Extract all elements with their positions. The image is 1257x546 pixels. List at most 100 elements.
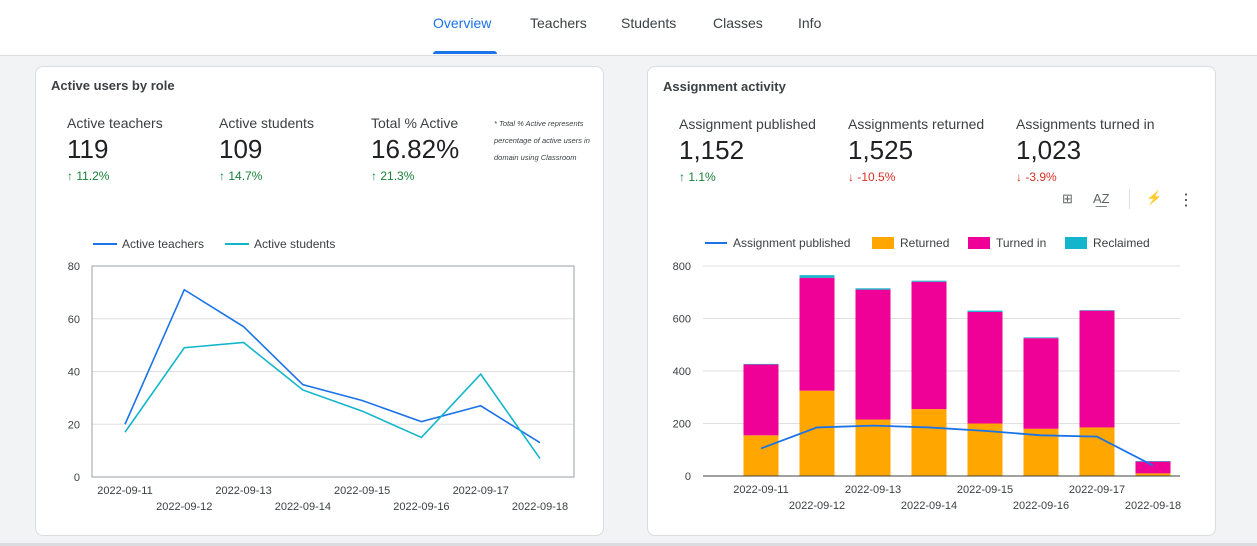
metric-value-turned-in: 1,023 xyxy=(1016,135,1082,165)
x-tick-label: 2022-09-13 xyxy=(215,485,271,497)
tab-students[interactable]: Students xyxy=(621,15,677,31)
y-tick-label: 200 xyxy=(673,419,691,431)
x-tick-label: 2022-09-17 xyxy=(453,485,509,497)
y-tick-label: 20 xyxy=(68,419,80,431)
x-tick-label: 2022-09-18 xyxy=(512,501,568,513)
tab-info[interactable]: Info xyxy=(798,15,822,31)
bar-turned-in xyxy=(1135,461,1171,474)
x-tick-label: 2022-09-14 xyxy=(901,500,957,512)
bar-reclaimed xyxy=(855,288,891,290)
bar-turned-in xyxy=(1079,310,1115,428)
metric-label-total-active: Total % Active xyxy=(371,115,459,131)
x-tick-label: 2022-09-12 xyxy=(156,501,212,513)
x-tick-label: 2022-09-13 xyxy=(845,484,901,496)
x-tick-label: 2022-09-11 xyxy=(97,485,152,497)
metric-label-published: Assignment published xyxy=(679,116,816,132)
y-tick-label: 600 xyxy=(673,314,691,326)
metric-label-teachers: Active teachers xyxy=(67,115,163,131)
arrow-up-icon: ↑ xyxy=(371,169,381,183)
metric-label-returned: Assignments returned xyxy=(848,116,985,132)
series-line-students xyxy=(124,341,541,459)
bar-reclaimed xyxy=(967,310,1003,312)
toolbar-divider xyxy=(1129,189,1130,209)
chart-insights-icon[interactable]: ⊞ xyxy=(1062,191,1073,206)
x-tick-label: 2022-09-17 xyxy=(1069,484,1125,496)
plot-frame xyxy=(91,265,575,478)
legend-label: Active teachers xyxy=(122,237,204,251)
metric-value-students: 109 xyxy=(219,134,263,164)
metric-delta-returned: ↓ -10.5% xyxy=(848,170,896,184)
legend-label: Assignment published xyxy=(733,236,850,250)
bar-returned xyxy=(1079,427,1115,476)
y-tick-label: 40 xyxy=(68,367,80,379)
bar-reclaimed xyxy=(799,275,835,278)
metric-delta-total-active: ↑ 21.3% xyxy=(371,169,415,183)
top-nav: Overview Teachers Students Classes Info xyxy=(0,0,1257,56)
metric-delta-teachers: ↑ 11.2% xyxy=(67,169,110,183)
lightning-icon[interactable]: ⚡ xyxy=(1146,190,1163,205)
page-bottom-divider xyxy=(0,543,1257,546)
x-tick-label: 2022-09-18 xyxy=(1125,500,1181,512)
arrow-down-icon: ↓ xyxy=(848,170,858,184)
bar-reclaimed xyxy=(1079,310,1115,311)
metric-delta-published: ↑ 1.1% xyxy=(679,170,716,184)
x-tick-label: 2022-09-12 xyxy=(789,500,845,512)
x-tick-label: 2022-09-15 xyxy=(957,484,1013,496)
metric-value-total-active: 16.82% xyxy=(371,134,460,164)
arrow-up-icon: ↑ xyxy=(67,169,77,183)
arrow-up-icon: ↑ xyxy=(219,169,229,183)
bar-returned xyxy=(799,390,835,476)
legend-swatch xyxy=(872,237,894,249)
card-title: Active users by role xyxy=(51,78,175,93)
tab-teachers[interactable]: Teachers xyxy=(530,15,587,31)
active-tab-indicator xyxy=(433,51,497,54)
y-tick-label: 80 xyxy=(68,261,80,273)
legend-swatch xyxy=(968,237,990,249)
total-active-note: * Total % Active represents percentage o… xyxy=(494,119,590,162)
series-line-teachers xyxy=(124,288,541,444)
x-tick-label: 2022-09-11 xyxy=(733,484,788,496)
y-tick-label: 60 xyxy=(68,314,80,326)
bar-turned-in xyxy=(967,311,1003,424)
bar-reclaimed xyxy=(1023,337,1059,339)
more-vert-icon[interactable]: ⋮ xyxy=(1178,192,1194,209)
arrow-up-icon: ↑ xyxy=(679,170,689,184)
bar-turned-in xyxy=(1023,338,1059,429)
bar-returned xyxy=(911,409,947,476)
bar-turned-in xyxy=(799,277,835,391)
x-tick-label: 2022-09-16 xyxy=(1013,500,1069,512)
bar-returned xyxy=(1023,428,1059,476)
tab-classes[interactable]: Classes xyxy=(713,15,763,31)
bar-returned xyxy=(855,419,891,476)
metric-value-returned: 1,525 xyxy=(848,135,914,165)
bar-reclaimed xyxy=(743,363,779,365)
y-tick-label: 400 xyxy=(673,366,691,378)
bar-reclaimed xyxy=(911,280,947,282)
active-users-card: Active users by role Active teachers 119… xyxy=(35,66,604,536)
legend-swatch xyxy=(1065,237,1087,249)
metric-value-published: 1,152 xyxy=(679,135,745,165)
bar-returned xyxy=(743,435,779,476)
metric-label-turned-in: Assignments turned in xyxy=(1016,116,1155,132)
series-line-published xyxy=(760,424,1154,467)
tab-overview[interactable]: Overview xyxy=(433,15,492,31)
legend-label: Turned in xyxy=(996,236,1046,250)
legend-label: Returned xyxy=(900,236,949,250)
card-title: Assignment activity xyxy=(663,79,786,94)
metric-delta-students: ↑ 14.7% xyxy=(219,169,263,183)
bar-reclaimed xyxy=(1135,461,1171,462)
bar-turned-in xyxy=(855,289,891,420)
y-tick-label: 800 xyxy=(673,261,691,273)
arrow-down-icon: ↓ xyxy=(1016,170,1026,184)
bar-returned xyxy=(1135,473,1171,476)
metric-delta-turned-in: ↓ -3.9% xyxy=(1016,170,1057,184)
metric-label-students: Active students xyxy=(219,115,314,131)
y-tick-label: 0 xyxy=(685,471,691,483)
sort-az-icon[interactable]: A͟Z xyxy=(1093,191,1110,206)
x-tick-label: 2022-09-15 xyxy=(334,485,390,497)
metric-value-teachers: 119 xyxy=(67,134,109,164)
legend-label: Active students xyxy=(254,237,335,251)
x-tick-label: 2022-09-16 xyxy=(393,501,449,513)
